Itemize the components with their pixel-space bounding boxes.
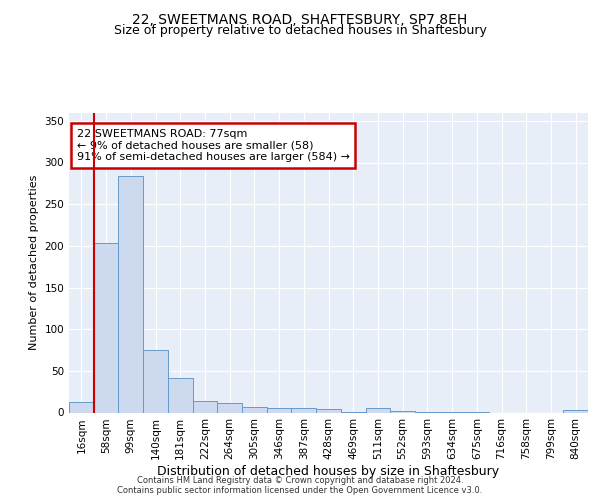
Bar: [217, 404, 242, 412]
Bar: [292, 408, 316, 412]
Bar: [168, 378, 193, 412]
Bar: [563, 410, 588, 412]
Text: 22, SWEETMANS ROAD, SHAFTESBURY, SP7 8EH: 22, SWEETMANS ROAD, SHAFTESBURY, SP7 8EH: [133, 12, 467, 26]
X-axis label: Distribution of detached houses by size in Shaftesbury: Distribution of detached houses by size …: [157, 465, 500, 478]
Bar: [390, 411, 415, 412]
Bar: [94, 244, 118, 412]
Bar: [316, 409, 341, 412]
Bar: [242, 406, 267, 412]
Bar: [143, 350, 168, 412]
Text: Size of property relative to detached houses in Shaftesbury: Size of property relative to detached ho…: [113, 24, 487, 37]
Bar: [69, 402, 94, 412]
Y-axis label: Number of detached properties: Number of detached properties: [29, 175, 39, 350]
Bar: [118, 176, 143, 412]
Text: 22 SWEETMANS ROAD: 77sqm
← 9% of detached houses are smaller (58)
91% of semi-de: 22 SWEETMANS ROAD: 77sqm ← 9% of detache…: [77, 129, 350, 162]
Bar: [267, 408, 292, 412]
Text: Contains HM Land Registry data © Crown copyright and database right 2024.
Contai: Contains HM Land Registry data © Crown c…: [118, 476, 482, 495]
Bar: [193, 401, 217, 412]
Bar: [365, 408, 390, 412]
